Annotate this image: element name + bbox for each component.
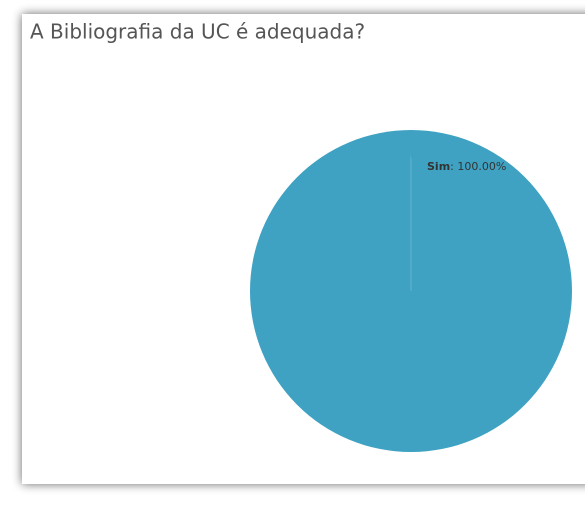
leader-line [410, 130, 424, 167]
data-label: Sim: 100.00% [427, 160, 506, 173]
label-separator: : [450, 160, 457, 173]
chart-title: A Bibliografia da UC é adequada? [30, 20, 365, 44]
pie [250, 130, 572, 452]
labels: Sim: 100.00% [410, 130, 506, 173]
label-value: 100.00% [457, 160, 506, 173]
label-category: Sim [427, 160, 450, 173]
